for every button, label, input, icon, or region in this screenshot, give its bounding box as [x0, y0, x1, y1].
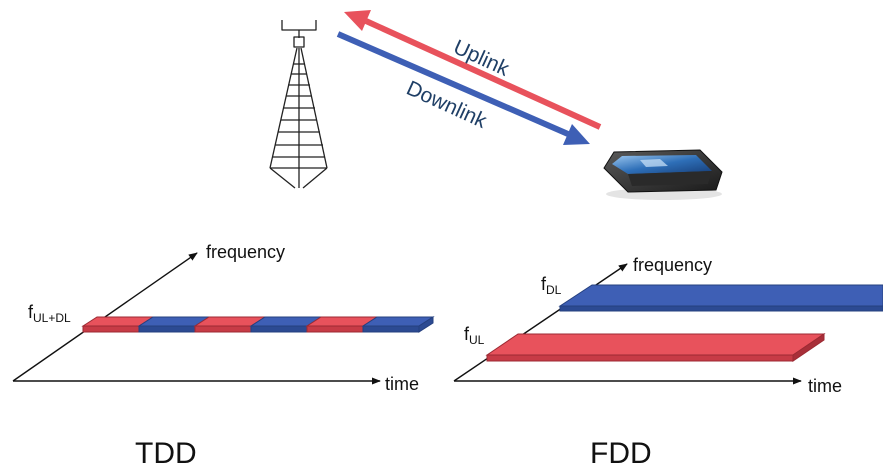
fdd-downlink-band-front [559, 305, 883, 312]
tdd-slot-uplink-front [82, 325, 140, 333]
tdd-slots [81, 316, 435, 333]
fdd-uplink-band-top [485, 333, 826, 356]
tdd-slot-downlink-front [362, 325, 420, 333]
fdd-uplink-band-side [792, 333, 825, 362]
tdd-slot-uplink-front [194, 325, 252, 333]
tdd-time-label: time [385, 374, 419, 394]
fdd-dl-label: fDL [541, 274, 562, 297]
downlink-arrow-shaft [336, 31, 570, 137]
fdd-title: FDD [590, 437, 652, 469]
uplink-arrow-shaft [364, 18, 602, 130]
fdd-downlink-band [558, 284, 883, 312]
fdd-frequency-label: frequency [633, 255, 712, 275]
downlink-label: Downlink [403, 77, 491, 133]
fdd-downlink-band-top [558, 284, 883, 307]
cell-tower-icon [269, 20, 328, 189]
smartphone-icon [603, 149, 723, 200]
tdd-band-label-main: f [28, 302, 34, 322]
tdd-frequency-label: frequency [206, 242, 285, 262]
fdd-frequency-axis [453, 263, 628, 382]
fdd-uplink-band-front [486, 354, 794, 362]
uplink-arrow-head [344, 10, 371, 31]
tdd-slot-downlink-front [138, 325, 196, 333]
downlink-arrow [336, 31, 590, 145]
fdd-dl-label-sub: DL [546, 283, 562, 297]
fdd-dl-label-main: f [541, 274, 547, 294]
fdd-ul-label-sub: UL [469, 333, 485, 347]
fdd-uplink-band [485, 333, 826, 362]
fdd-ul-label: fUL [464, 324, 485, 347]
tdd-slot-uplink-front [306, 325, 364, 333]
tdd-diagram: frequency time fUL+DL TDD [12, 242, 435, 469]
tdd-band-label: fUL+DL [28, 302, 71, 325]
downlink-arrow-head [563, 124, 590, 145]
tdd-slot-downlink-front [250, 325, 308, 333]
tdd-band-end-cap [418, 316, 434, 333]
tdd-band-label-sub: UL+DL [33, 311, 71, 325]
uplink-arrow [344, 10, 602, 130]
fdd-time-label: time [808, 376, 842, 396]
fdd-ul-label-main: f [464, 324, 470, 344]
fdd-diagram: frequency time fDL fUL FDD [453, 255, 883, 469]
tdd-title: TDD [135, 437, 197, 469]
